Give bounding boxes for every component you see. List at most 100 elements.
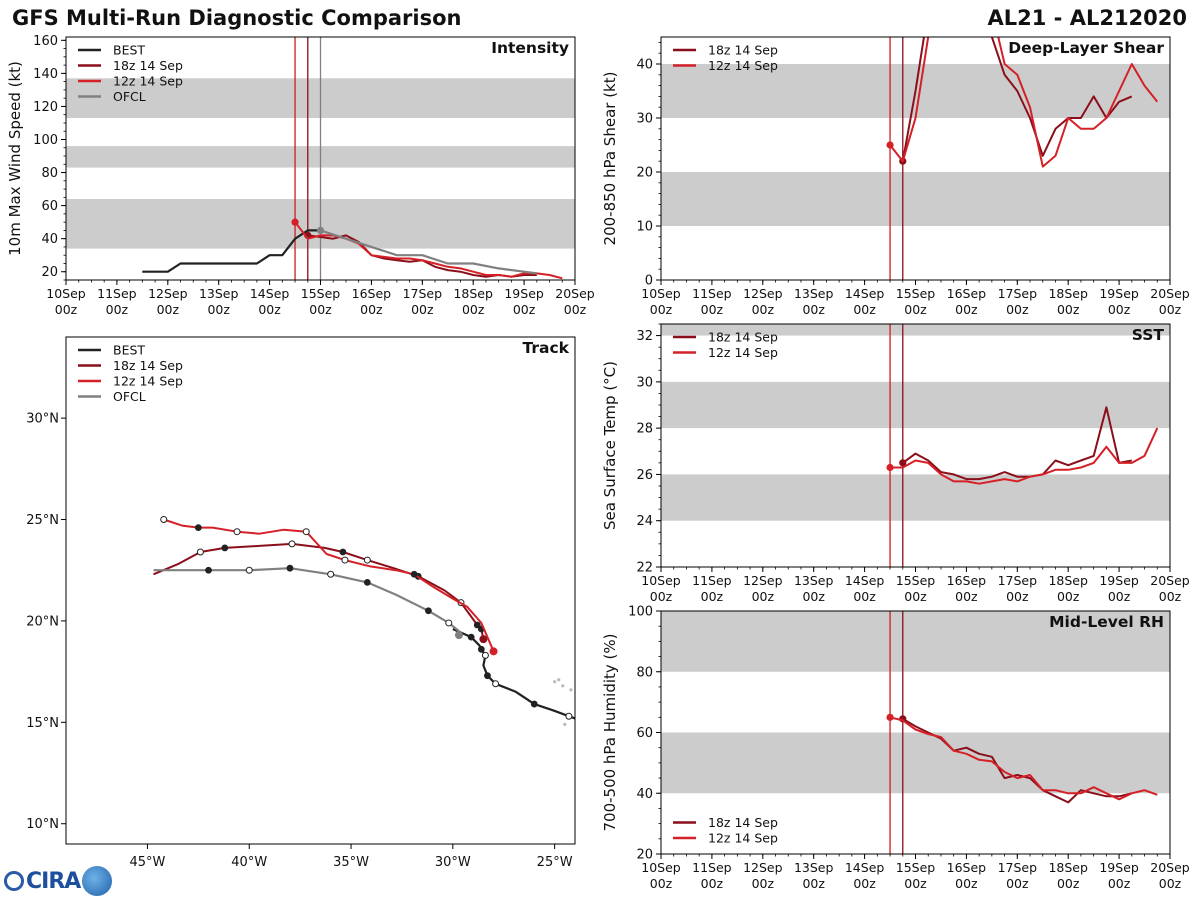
track-point-18z-14-sep — [339, 548, 347, 556]
rh-xtick-sublabel: 00z — [853, 876, 876, 891]
track-legend-label: 18z 14 Sep — [113, 358, 183, 373]
track-line-best — [452, 627, 575, 720]
shear-ytick-label: 40 — [636, 58, 653, 73]
rh-legend-label: 12z 14 Sep — [708, 831, 778, 846]
track-point-18z-14-sep — [473, 621, 481, 629]
track-xtick-label: 35°W — [333, 855, 369, 870]
intensity-panel: 2040608010012014016010Sep00z11Sep00z12Se… — [6, 34, 595, 317]
shear-title: Deep-Layer Shear — [1008, 39, 1164, 57]
sst-xtick-sublabel: 00z — [752, 589, 775, 604]
sst-band-0 — [661, 474, 1170, 521]
track-point-best — [565, 712, 573, 720]
intensity-legend-label: OFCL — [113, 89, 146, 104]
intensity-xtick-sublabel: 00z — [258, 302, 281, 317]
track-point-12z-14-sep — [233, 528, 241, 536]
intensity-ytick-label: 160 — [33, 34, 58, 49]
sst-xtick-label: 18Sep — [1048, 573, 1088, 588]
shear-start-point-1 — [886, 141, 894, 149]
track-ytick-label: 20°N — [26, 614, 59, 629]
shear-xtick-sublabel: 00z — [955, 302, 978, 317]
track-legend-label: 12z 14 Sep — [113, 374, 183, 389]
track-point-best — [477, 645, 485, 653]
intensity-ytick-label: 140 — [33, 67, 58, 82]
sst-ytick-label: 32 — [636, 329, 653, 344]
shear-xtick-label: 20Sep — [1150, 286, 1190, 301]
rh-ytick-label: 60 — [636, 726, 653, 741]
shear-xtick-sublabel: 00z — [650, 302, 673, 317]
rh-xtick-sublabel: 00z — [1006, 876, 1029, 891]
track-point-best — [484, 672, 491, 680]
intensity-ytick-label: 60 — [41, 199, 58, 214]
rh-xtick-label: 19Sep — [1099, 860, 1139, 875]
intensity-series-best — [142, 229, 321, 273]
intensity-xtick-sublabel: 00z — [411, 302, 434, 317]
intensity-xtick-sublabel: 00z — [207, 302, 230, 317]
sst-series-12z-14-sep — [890, 427, 1159, 485]
sst-xtick-label: 17Sep — [998, 573, 1038, 588]
island-mark — [569, 688, 573, 692]
track-panel: 45°W 40°W 35°W 30°W 25°W 10°N 15°N 20°N 25°N 30°N… — [26, 336, 576, 870]
intensity-ytick-label: 20 — [41, 265, 58, 280]
rh-xtick-sublabel: 00z — [1108, 876, 1131, 891]
intensity-xtick-label: 20Sep — [555, 286, 595, 301]
intensity-legend-label: BEST — [113, 43, 145, 58]
shear-xtick-sublabel: 00z — [1108, 302, 1131, 317]
rh-panel: 2040608010010Sep00z11Sep00z12Sep00z13Sep… — [601, 605, 1190, 892]
shear-panel: 01020304010Sep00z11Sep00z12Sep00z13Sep00… — [601, 36, 1190, 317]
sst-xtick-sublabel: 00z — [1006, 589, 1029, 604]
sst-band-2 — [661, 324, 1170, 336]
intensity-title: Intensity — [491, 39, 569, 57]
intensity-xtick-sublabel: 00z — [106, 302, 129, 317]
track-point-18z-14-sep — [196, 548, 204, 556]
track-point-ofcl — [363, 578, 371, 586]
intensity-xtick-sublabel: 00z — [360, 302, 383, 317]
shear-xtick-label: 14Sep — [845, 286, 885, 301]
shear-legend-label: 12z 14 Sep — [708, 58, 778, 73]
rh-ylabel: 700-500 hPa Humidity (%) — [601, 633, 619, 831]
intensity-ytick-label: 80 — [41, 166, 58, 181]
track-point-ofcl — [327, 570, 335, 578]
rh-start-point-1 — [886, 713, 894, 721]
track-line-18z-14-sep — [153, 542, 485, 640]
shear-xtick-label: 15Sep — [896, 286, 936, 301]
shear-ytick-label: 30 — [636, 112, 653, 127]
island-mark — [563, 722, 567, 726]
sst-series-18z-14-sep — [902, 406, 1132, 481]
intensity-xtick-sublabel: 00z — [309, 302, 332, 317]
sst-ytick-label: 30 — [636, 375, 653, 390]
rh-xtick-label: 12Sep — [743, 860, 783, 875]
intensity-start-point-3 — [316, 226, 325, 235]
track-point-12z-14-sep — [302, 528, 310, 536]
intensity-ytick-label: 120 — [33, 100, 58, 115]
storm-id: AL21 - AL212020 — [988, 6, 1188, 30]
track-point-ofcl — [445, 619, 453, 627]
shear-xtick-sublabel: 00z — [853, 302, 876, 317]
track-ytick-label: 25°N — [26, 513, 59, 528]
shear-xtick-label: 10Sep — [641, 286, 681, 301]
intensity-legend-label: 12z 14 Sep — [113, 74, 183, 89]
cira-logo-text: CIRA — [26, 868, 81, 894]
track-ytick-label: 30°N — [26, 412, 59, 427]
intensity-start-point-2 — [291, 218, 299, 226]
island-mark — [557, 678, 561, 682]
shear-xtick-sublabel: 00z — [701, 302, 724, 317]
track-point-ofcl — [245, 566, 253, 574]
track-point-18z-14-sep — [221, 544, 229, 552]
sst-xtick-sublabel: 00z — [650, 589, 673, 604]
sst-xtick-label: 19Sep — [1099, 573, 1139, 588]
sst-start-point-1 — [886, 463, 894, 472]
intensity-ytick-label: 40 — [41, 232, 58, 247]
rh-xtick-label: 20Sep — [1150, 860, 1190, 875]
track-point-ofcl — [286, 564, 294, 572]
shear-xtick-label: 16Sep — [947, 286, 987, 301]
rh-xtick-label: 13Sep — [794, 860, 834, 875]
track-point-best — [467, 633, 475, 641]
track-point-12z-14-sep — [410, 570, 418, 578]
sst-legend-label: 12z 14 Sep — [708, 345, 778, 360]
rh-xtick-label: 10Sep — [641, 860, 681, 875]
track-point-best — [481, 651, 489, 659]
intensity-xtick-label: 17Sep — [403, 286, 443, 301]
sst-xtick-sublabel: 00z — [1159, 589, 1182, 604]
track-ytick-label: 10°N — [26, 817, 59, 832]
